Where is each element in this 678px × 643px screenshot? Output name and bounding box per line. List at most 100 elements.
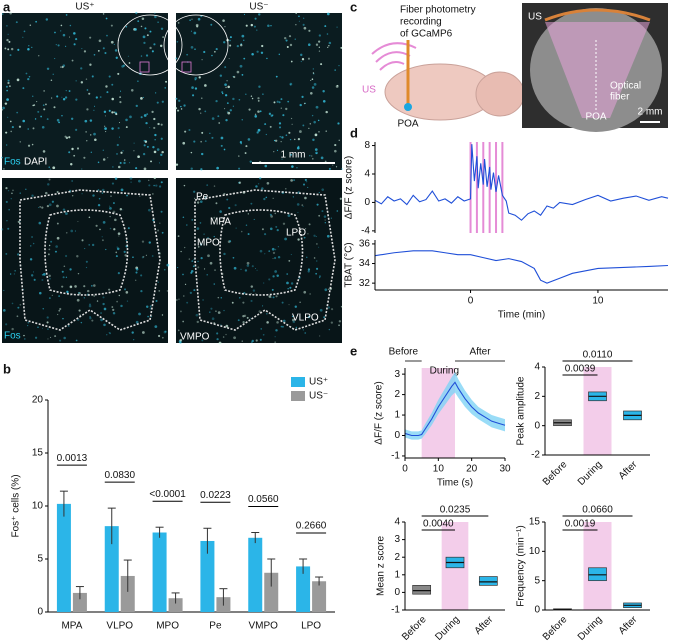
speckle bbox=[75, 128, 78, 131]
speckle bbox=[315, 152, 317, 155]
speckle bbox=[233, 266, 237, 270]
speckle bbox=[200, 243, 203, 246]
speckle bbox=[223, 252, 226, 256]
speckle bbox=[183, 246, 186, 249]
speckle bbox=[71, 180, 74, 182]
speckle bbox=[319, 335, 321, 337]
speckle bbox=[11, 327, 14, 331]
speckle bbox=[238, 167, 241, 170]
speckle bbox=[163, 330, 167, 334]
speckle bbox=[125, 126, 128, 129]
speckle bbox=[140, 274, 143, 277]
speckle bbox=[161, 100, 164, 103]
speckle bbox=[312, 68, 314, 70]
speckle bbox=[146, 34, 149, 37]
speckle bbox=[269, 227, 273, 231]
legend-swatch bbox=[291, 377, 305, 387]
speckle bbox=[209, 132, 211, 134]
speckle bbox=[286, 46, 289, 49]
speckle bbox=[133, 142, 135, 144]
speckle bbox=[255, 185, 258, 188]
speckle bbox=[22, 87, 25, 90]
speckle bbox=[3, 309, 6, 312]
speckle bbox=[247, 213, 249, 215]
speckle bbox=[251, 265, 254, 268]
speckle bbox=[177, 22, 180, 24]
speckle bbox=[3, 289, 5, 291]
speckle bbox=[75, 98, 78, 101]
speckle bbox=[274, 139, 278, 142]
speckle bbox=[75, 80, 77, 82]
speckle bbox=[251, 97, 254, 100]
speckle bbox=[308, 223, 311, 226]
speckle bbox=[141, 256, 144, 259]
speckle bbox=[312, 138, 315, 142]
x-tick-label: LPO bbox=[301, 621, 321, 632]
speckle bbox=[158, 334, 161, 338]
speckle bbox=[254, 268, 257, 270]
y-tick-label: 10 bbox=[32, 501, 44, 512]
speckle bbox=[101, 192, 104, 194]
speckle bbox=[120, 90, 122, 92]
speckle bbox=[116, 153, 118, 155]
speckle bbox=[299, 130, 302, 133]
speckle bbox=[210, 23, 213, 26]
speckle bbox=[314, 133, 318, 137]
speckle bbox=[183, 104, 186, 107]
region-label: MPO bbox=[197, 238, 220, 249]
speckle bbox=[256, 50, 259, 53]
speckle bbox=[97, 161, 100, 164]
speckle bbox=[276, 274, 279, 277]
speckle bbox=[199, 200, 203, 203]
speckle bbox=[48, 248, 51, 251]
speckle bbox=[147, 315, 149, 318]
speckle bbox=[200, 168, 203, 171]
speckle bbox=[48, 178, 51, 181]
speckle bbox=[264, 253, 266, 255]
speckle bbox=[54, 335, 57, 338]
speckle bbox=[93, 132, 96, 136]
p-value: <0.0001 bbox=[149, 489, 186, 500]
speckle bbox=[316, 260, 318, 262]
speckle bbox=[325, 110, 328, 114]
speckle bbox=[161, 314, 164, 316]
speckle bbox=[300, 53, 303, 57]
speckle bbox=[226, 198, 229, 201]
y-tick-label: 0 bbox=[394, 587, 400, 598]
speckle bbox=[238, 181, 242, 184]
speckle bbox=[132, 256, 134, 259]
y-tick-label: 36 bbox=[359, 239, 371, 250]
speckle bbox=[217, 311, 221, 314]
speckle bbox=[268, 250, 271, 252]
speckle bbox=[77, 291, 80, 294]
speckle bbox=[289, 286, 292, 289]
speckle bbox=[269, 125, 272, 128]
speckle bbox=[232, 97, 235, 101]
speckle bbox=[222, 336, 225, 338]
speckle bbox=[113, 111, 115, 113]
speckle bbox=[41, 125, 45, 129]
speckle bbox=[140, 290, 143, 293]
cartoon-label: POA bbox=[397, 119, 418, 130]
speckle bbox=[188, 128, 191, 131]
speckle bbox=[80, 81, 84, 84]
speckle bbox=[108, 75, 111, 78]
x-tick-label: Before bbox=[541, 459, 570, 488]
speckle bbox=[262, 333, 265, 336]
speckle bbox=[137, 20, 140, 23]
speckle bbox=[334, 69, 336, 71]
speckle bbox=[200, 140, 203, 143]
y-tick-label: 0 bbox=[534, 420, 540, 431]
speckle bbox=[103, 323, 106, 327]
speckle bbox=[88, 244, 90, 246]
speckle bbox=[69, 285, 73, 289]
speckle bbox=[159, 222, 161, 224]
speckle bbox=[334, 143, 337, 147]
speckle bbox=[338, 320, 342, 323]
speckle bbox=[148, 241, 151, 244]
speckle bbox=[59, 339, 62, 342]
speckle bbox=[257, 110, 260, 113]
speckle bbox=[17, 253, 20, 256]
cartoon-title: recording bbox=[400, 17, 442, 28]
speckle bbox=[297, 138, 301, 141]
